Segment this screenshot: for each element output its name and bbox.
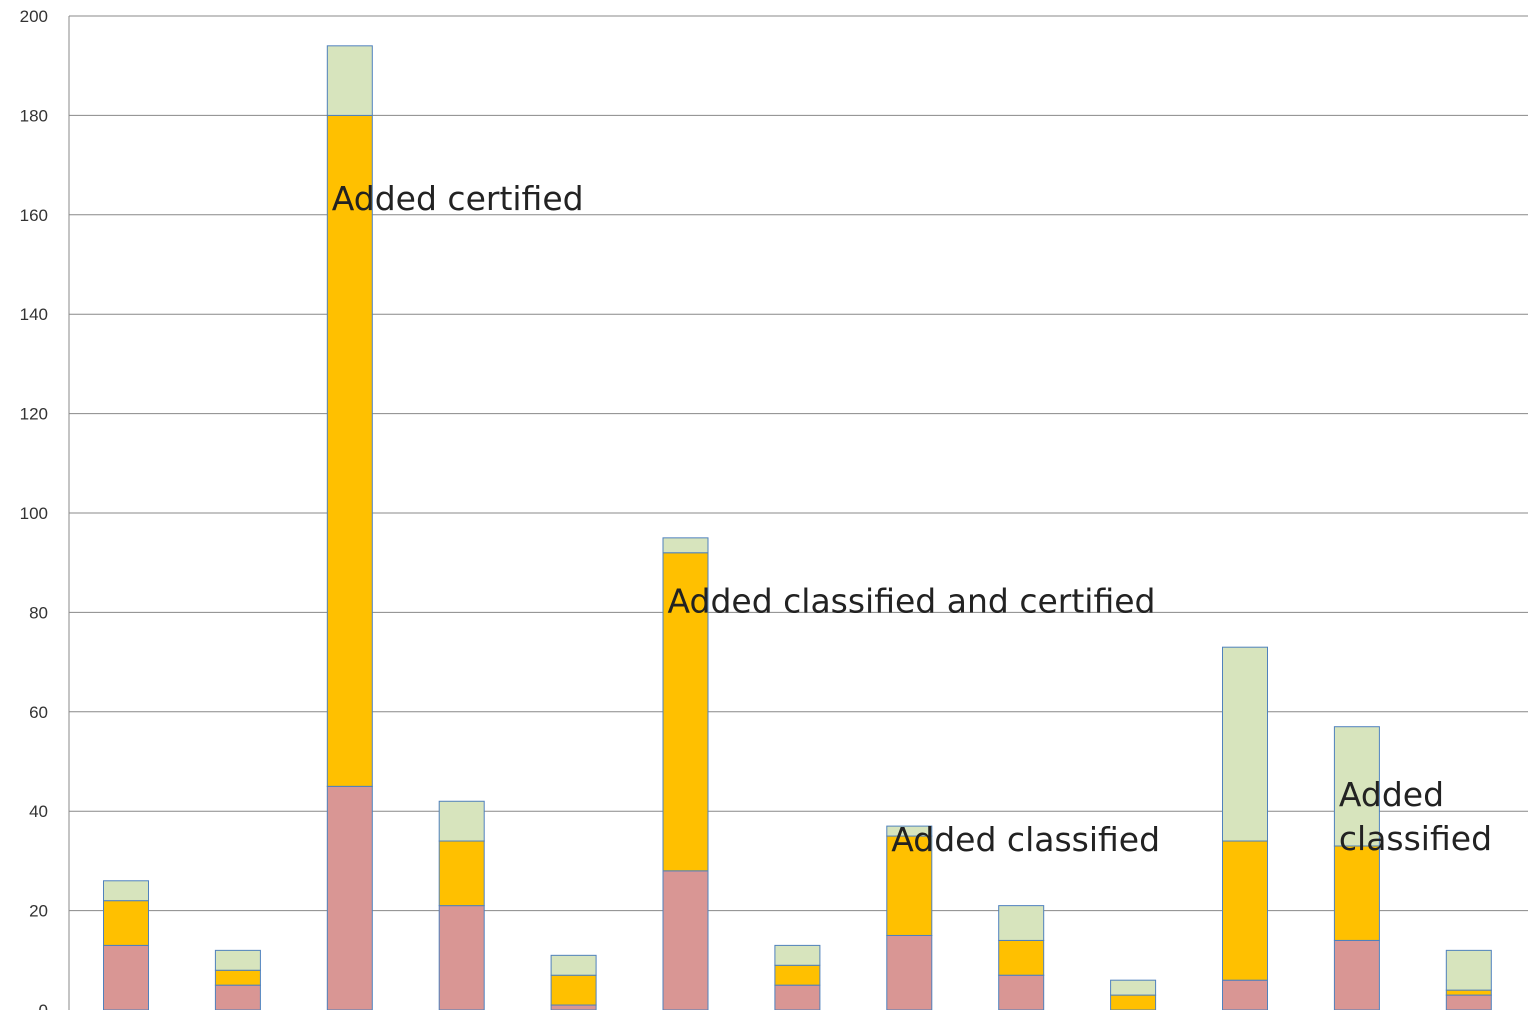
annotation-line: Added classified and certified	[668, 581, 1156, 620]
annotation-label-2: Added classified and certified	[668, 581, 1156, 620]
bar-segment-s3-c3	[326, 45, 373, 116]
bar-segment-s2-c1	[103, 900, 149, 946]
y-tick-label: 40	[29, 802, 48, 821]
bar-segment-s1-c13	[1445, 994, 1492, 1011]
y-tick-label: 140	[20, 305, 48, 324]
bar-segment-s2-c9	[998, 939, 1045, 976]
bar-segment-s3-c1	[103, 880, 149, 902]
bar-segment-s3-c7	[774, 944, 821, 966]
bar-segment-s1-c1	[103, 944, 149, 1011]
bar-segment-s1-c4	[438, 905, 485, 1011]
bar-segment-s3-c4	[438, 800, 485, 842]
bar-segment-s2-c2	[214, 969, 261, 986]
y-tick-label: 100	[20, 504, 48, 523]
bar-segment-s1-c3	[326, 785, 373, 1011]
bar-segment-s2-c7	[774, 964, 821, 986]
bar-segment-s1-c11	[1222, 979, 1268, 1011]
annotation-line: Added certified	[332, 179, 584, 218]
bar-segment-s2-c5	[550, 974, 597, 1006]
y-tick-label: 80	[29, 603, 48, 622]
annotation-line: classified	[1339, 819, 1492, 858]
bar-segment-s3-c6	[662, 537, 709, 554]
bar-segment-s3-c11	[1222, 646, 1268, 842]
bar-segment-s1-c5	[550, 1004, 597, 1011]
annotation-label-3: Added classified	[891, 820, 1160, 859]
bar-segment-s3-c13	[1445, 949, 1492, 991]
bar-segment-s1-c7	[774, 984, 821, 1011]
bars	[103, 45, 1492, 1011]
bar-segment-s1-c9	[998, 974, 1045, 1011]
bar-segment-s1-c12	[1333, 939, 1380, 1011]
bar-segment-s3-c9	[998, 905, 1045, 941]
bar-segment-s2-c11	[1222, 840, 1268, 981]
y-tick-label: 200	[20, 7, 48, 26]
y-tick-label: 180	[20, 106, 48, 125]
y-tick-label: 120	[20, 405, 48, 424]
annotation-line: Added classified	[891, 820, 1160, 859]
y-tick-label: 0	[39, 1001, 48, 1010]
bar-segment-s3-c5	[550, 954, 597, 976]
bar-segment-s2-c3	[326, 114, 373, 787]
annotation-label-1: Added certified	[332, 179, 584, 218]
bar-segment-s3-c10	[1110, 979, 1157, 996]
bar-segment-s2-c12	[1333, 845, 1380, 941]
annotation-line: Added	[1339, 775, 1444, 814]
bar-segment-s3-c12	[1333, 726, 1380, 847]
bar-segment-s1-c8	[886, 934, 933, 1011]
bar-segment-s1-c2	[214, 984, 261, 1011]
annotation-label-4: Added classified	[1339, 775, 1492, 858]
y-tick-label: 20	[29, 902, 48, 921]
bar-segment-s3-c2	[214, 949, 261, 971]
bar-segment-s2-c6	[662, 552, 709, 872]
y-axis: 0 20 40 60 80 100 120 140 160 180 200	[20, 7, 70, 1015]
y-tick-label: 60	[29, 703, 48, 722]
y-tick-label: 160	[20, 206, 48, 225]
bar-segment-s3-c8	[886, 825, 933, 837]
bar-segment-s2-c4	[438, 840, 485, 907]
bar-segment-s2-c8	[886, 835, 933, 936]
gridlines	[69, 15, 1528, 912]
bar-segment-s1-c6	[662, 870, 709, 1011]
bar-segment-s2-c13	[1445, 989, 1492, 996]
bar-segment-s2-c10	[1110, 994, 1157, 1011]
annotations: Added certified Added classified and cert…	[332, 179, 1492, 859]
